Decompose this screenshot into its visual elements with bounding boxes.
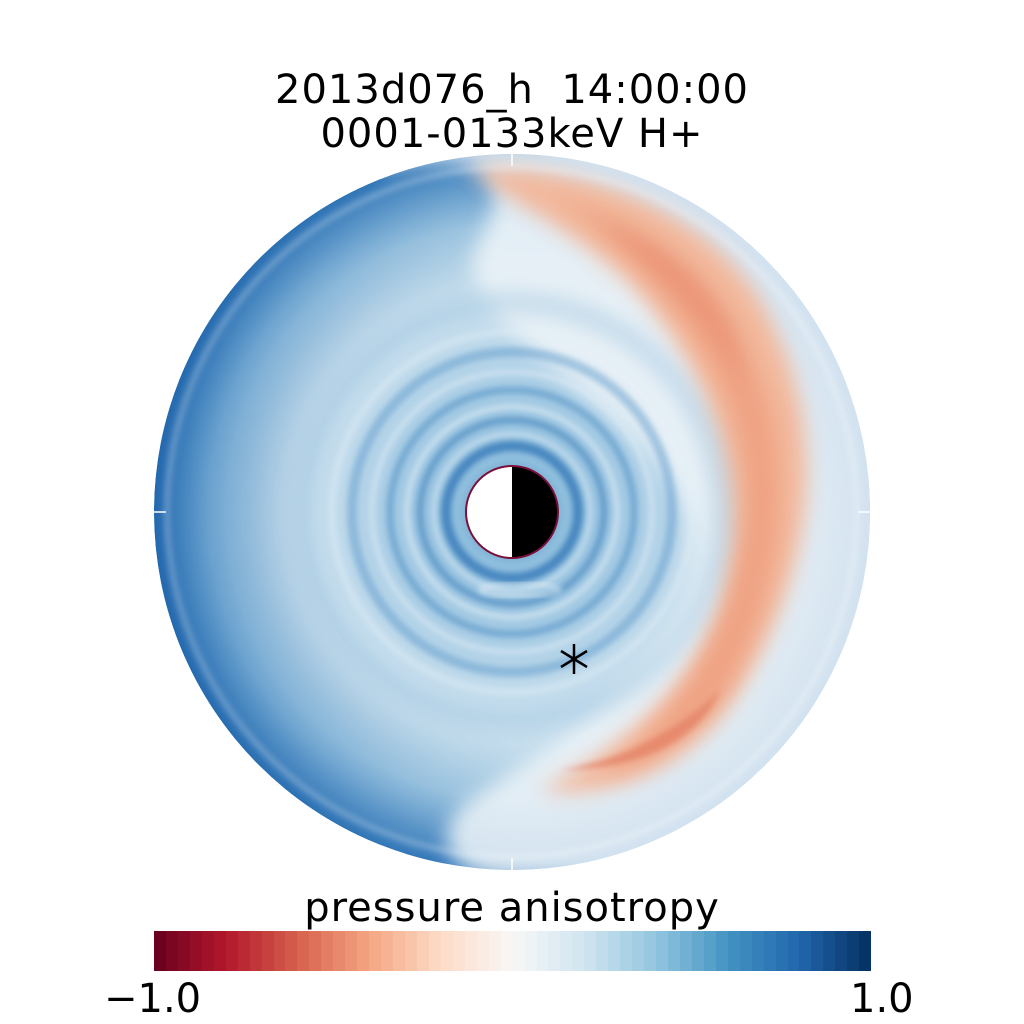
colorbar — [154, 931, 872, 971]
colorbar-segment — [596, 931, 609, 971]
colorbar-segment — [393, 931, 406, 971]
colorbar-segment — [428, 931, 441, 971]
colorbar-segment — [512, 931, 525, 971]
colorbar-segment — [703, 931, 716, 971]
ring-structure — [293, 293, 731, 731]
colorbar-segment — [679, 931, 692, 971]
colorbar-label: pressure anisotropy — [304, 885, 720, 931]
colorbar-segment — [572, 931, 585, 971]
colorbar-segment — [823, 931, 836, 971]
colorbar-segment — [165, 931, 178, 971]
colorbar-segment — [357, 931, 370, 971]
colorbar-segment — [727, 931, 740, 971]
colorbar-segment — [524, 931, 537, 971]
colorbar-segment — [369, 931, 382, 971]
chart-subtitle: 0001-0133keV H+ — [320, 111, 704, 157]
polar-heatmap — [154, 154, 870, 870]
colorbar-segment — [345, 931, 358, 971]
colorbar-segment — [608, 931, 621, 971]
colorbar-segment — [847, 931, 860, 971]
colorbar-segment — [464, 931, 477, 971]
colorbar-segment — [632, 931, 645, 971]
colorbar-segment — [500, 931, 513, 971]
colorbar-segment — [285, 931, 298, 971]
colorbar-segment — [691, 931, 704, 971]
colorbar-segment — [213, 931, 226, 971]
colorbar-segment — [548, 931, 561, 971]
colorbar-segment — [835, 931, 848, 971]
colorbar-segment — [201, 931, 214, 971]
colorbar-segment — [751, 931, 764, 971]
colorbar-segment — [261, 931, 274, 971]
asterisk-marker — [560, 644, 588, 674]
colorbar-segment — [715, 931, 728, 971]
colorbar-segment — [225, 931, 238, 971]
colorbar-segment — [321, 931, 334, 971]
colorbar-segment — [249, 931, 262, 971]
colorbar-segment — [476, 931, 489, 971]
colorbar-segment — [488, 931, 501, 971]
colorbar-segment — [381, 931, 394, 971]
colorbar-segment — [859, 931, 872, 971]
colorbar-segment — [775, 931, 788, 971]
colorbar-segment — [644, 931, 657, 971]
colorbar-segment — [309, 931, 322, 971]
colorbar-segment — [656, 931, 668, 971]
colorbar-segment — [787, 931, 800, 971]
axis-ticks — [154, 154, 870, 870]
colorbar-segment — [189, 931, 202, 971]
colorbar-segment — [297, 931, 310, 971]
colorbar-max-label: 1.0 — [850, 976, 914, 1022]
colorbar-segment — [536, 931, 549, 971]
colorbar-segment — [237, 931, 250, 971]
colorbar-segment — [739, 931, 752, 971]
colorbar-segment — [584, 931, 597, 971]
colorbar-segment — [416, 931, 429, 971]
colorbar-segment — [811, 931, 824, 971]
colorbar-segment — [333, 931, 346, 971]
colorbar-segment — [620, 931, 633, 971]
colorbar-segment — [273, 931, 286, 971]
colorbar-segment — [177, 931, 190, 971]
colorbar-segment — [667, 931, 680, 971]
chart-title: 2013d076_h 14:00:00 — [275, 67, 749, 113]
colorbar-segment — [799, 931, 812, 971]
colorbar-min-label: −1.0 — [104, 976, 202, 1022]
colorbar-segment — [560, 931, 573, 971]
colorbar-segment — [763, 931, 776, 971]
colorbar-segment — [154, 931, 166, 971]
colorbar-segment — [452, 931, 465, 971]
colorbar-segment — [405, 931, 417, 971]
earth-icon — [465, 465, 559, 559]
colorbar-segment — [440, 931, 453, 971]
